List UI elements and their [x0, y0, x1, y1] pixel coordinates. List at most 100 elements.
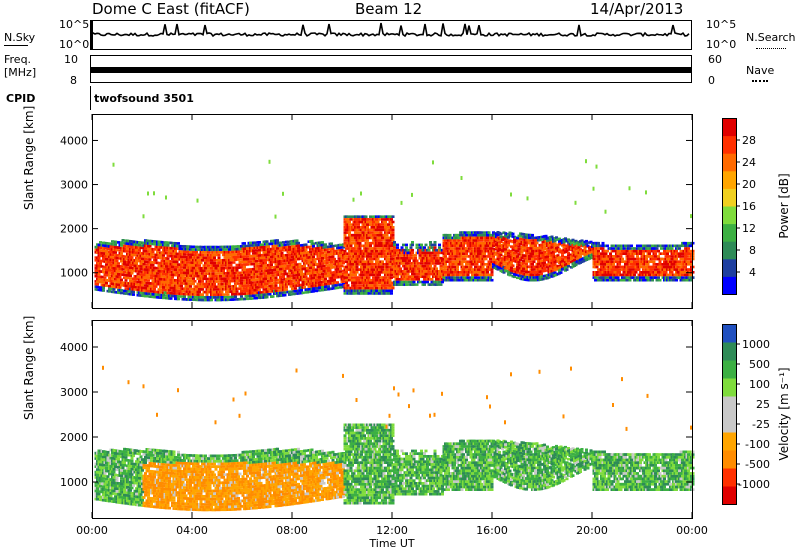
echo-cell: [309, 250, 312, 254]
echo-cell: [523, 246, 527, 250]
echo-cell: [381, 260, 384, 263]
echo-cell: [366, 220, 369, 224]
echo-cell: [234, 253, 237, 256]
echo-cell: [424, 243, 428, 247]
echo-cell: [232, 292, 236, 296]
echo-cell: [213, 256, 216, 259]
echo-cell: [435, 267, 438, 270]
echo-cell: [303, 286, 306, 289]
echo-cell: [376, 228, 380, 232]
echo-cell: [265, 295, 269, 299]
echo-cell: [127, 261, 131, 264]
echo-cell: [457, 257, 461, 261]
echo-cell: [195, 250, 198, 254]
scatter-cell: [360, 191, 362, 196]
echo-cell: [525, 244, 528, 247]
echo-cell: [189, 277, 192, 280]
echo-cell: [354, 223, 357, 226]
echo-cell: [274, 279, 278, 282]
echo-cell: [393, 241, 396, 244]
echo-cell: [270, 263, 273, 267]
echo-cell: [354, 281, 357, 285]
echo-cell: [129, 274, 132, 277]
echo-cell: [210, 259, 213, 262]
echo-cell: [277, 257, 281, 261]
echo-cell: [183, 295, 186, 298]
echo-cell: [124, 279, 128, 282]
echo-cell: [289, 269, 293, 272]
echo-cell: [105, 281, 108, 285]
echo-cell: [340, 264, 344, 268]
echo-cell: [369, 231, 372, 234]
echo-cell: [402, 262, 405, 265]
echo-cell: [144, 249, 147, 253]
echo-cell: [103, 276, 107, 279]
echo-cell: [111, 272, 114, 275]
echo-cell: [147, 292, 150, 296]
echo-cell: [448, 257, 452, 261]
echo-cell: [213, 261, 216, 265]
echo-cell: [304, 259, 308, 262]
echo-cell: [445, 244, 449, 248]
echo-cell: [240, 295, 243, 298]
echo-cell: [310, 277, 314, 280]
echo-cell: [304, 243, 308, 246]
echo-cell: [229, 261, 233, 264]
echo-cell: [450, 247, 453, 250]
echo-cell: [249, 260, 252, 263]
echo-cell: [280, 243, 284, 247]
echo-cell: [99, 249, 102, 252]
echo-cell: [192, 245, 195, 249]
echo-cell: [258, 270, 261, 273]
echo-cell: [247, 244, 251, 248]
echo-cell: [147, 279, 150, 282]
echo-cell: [385, 265, 389, 269]
echo-cell: [549, 267, 552, 271]
echo-cell: [541, 248, 545, 252]
echo-cells: [94, 159, 695, 302]
echo-cell: [376, 220, 380, 224]
echo-cell: [106, 247, 110, 251]
echo-cell: [546, 266, 549, 269]
echo-cell: [396, 278, 399, 281]
echo-cell: [286, 243, 290, 246]
echo-cell: [336, 268, 339, 271]
echo-cell: [405, 280, 408, 284]
echo-cell: [513, 241, 516, 244]
echo-cell: [297, 244, 300, 248]
echo-cell: [280, 291, 284, 295]
echo-cell: [259, 280, 263, 284]
echo-cell: [382, 252, 386, 255]
echo-cell: [180, 255, 183, 259]
echo-cell: [481, 244, 485, 248]
echo-cell: [396, 275, 399, 278]
echo-cell: [523, 254, 527, 258]
nsearch-label: N.Search: [746, 31, 796, 44]
echo-cell: [519, 242, 522, 246]
echo-cell: [273, 271, 276, 274]
echo-cell: [330, 263, 333, 267]
echo-cell: [276, 239, 279, 242]
echo-cell: [517, 253, 521, 256]
echo-cell: [189, 295, 192, 299]
echo-cell: [487, 260, 491, 263]
echo-cell: [150, 276, 153, 280]
echo-cell: [217, 253, 221, 257]
echo-cell: [417, 278, 420, 281]
echo-cell: [435, 248, 438, 252]
echo-cell: [168, 289, 171, 292]
echo-cell: [330, 242, 333, 245]
echo-cell: [525, 273, 528, 276]
echo-cell: [327, 282, 330, 286]
echo-cell: [252, 249, 255, 252]
echo-cell: [381, 265, 384, 269]
echo-cell: [138, 257, 141, 260]
echo-cell: [300, 270, 303, 274]
echo-cell: [199, 261, 203, 265]
echo-cell: [436, 254, 440, 257]
echo-cell: [121, 268, 125, 271]
echo-cell: [114, 243, 117, 246]
echo-cell: [171, 276, 174, 279]
echo-cell: [102, 249, 105, 253]
